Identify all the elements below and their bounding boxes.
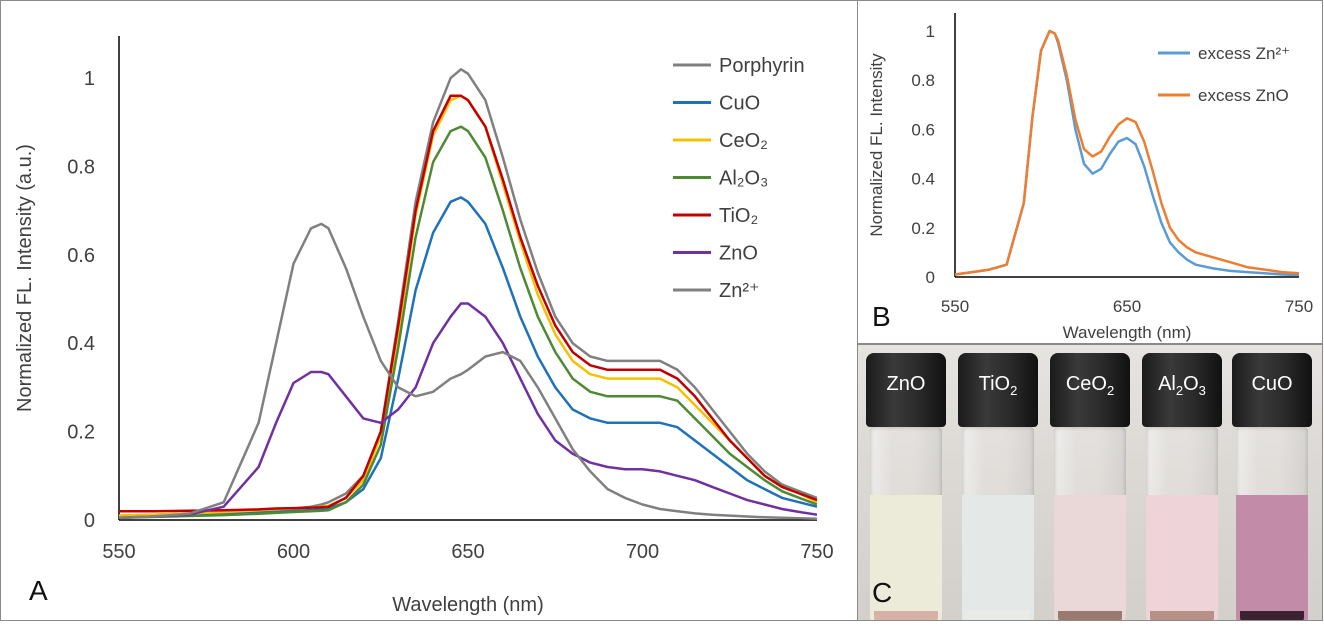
chart-a-legend-label-1: CuO [719, 93, 760, 115]
chart-b-y-tick-label: 0.2 [911, 219, 935, 238]
vial-cap: CeO2 [1050, 353, 1130, 427]
vial-liquid [870, 495, 942, 620]
vial-sediment [1240, 611, 1304, 620]
vial-cap: Al2O3 [1142, 353, 1222, 427]
vial-liquid [1236, 495, 1308, 620]
chart-b-x-tick-label: 650 [1113, 297, 1141, 316]
chart-a-y-tick-label: 1 [84, 68, 95, 90]
chart-a-series-line-3 [118, 125, 818, 520]
vial-sediment [874, 611, 938, 620]
chart-b-series-line-1 [954, 29, 1300, 276]
chart-a: 550 600 650 700 750 0 0.2 0.4 0.6 0.8 1 Wavelength … [14, 36, 834, 616]
panel-letter-c: C [872, 577, 893, 608]
chart-b-series-line-0 [954, 29, 1300, 277]
chart-b-x-tick-label: 550 [941, 297, 969, 316]
vial-glass [1054, 427, 1126, 620]
vial-label: ZnO [886, 373, 926, 395]
panel-c-photo: ZnO TiO2 CeO2 Al2O3 CuO C [857, 344, 1323, 621]
vial-sediment [966, 611, 1030, 620]
chart-b-y-tick-label: 0.8 [911, 71, 935, 90]
vial-liquid [1054, 495, 1126, 620]
chart-a-series-line-0 [118, 68, 818, 517]
vial-sediment [1058, 611, 1122, 620]
vial-cap: TiO2 [958, 353, 1038, 427]
vial-cap: ZnO [866, 353, 946, 427]
chart-a-series-line-6 [118, 222, 818, 520]
vial-liquid [962, 495, 1034, 620]
vial: TiO2 [956, 353, 1040, 620]
chart-b-y-axis-title: Normalized FL. Intensity [867, 53, 886, 237]
chart-a-y-tick-label: 0.2 [67, 422, 95, 444]
chart-a-legend-label-4: TiO₂ [719, 205, 758, 227]
panel-b: 550 650 750 0 0.2 0.4 0.6 0.8 1 Wavelength (nm) No… [857, 0, 1323, 344]
panel-a: 550 600 650 700 750 0 0.2 0.4 0.6 0.8 1 Wavelength … [0, 0, 858, 621]
chart-a-legend-label-3: Al₂O₃ [719, 168, 768, 190]
chart-b-y-tick-label: 0 [926, 268, 935, 287]
panel-letter-b: B [872, 301, 891, 332]
chart-b-y-tick-label: 1 [926, 22, 935, 41]
chart-a-x-tick-label: 650 [451, 541, 484, 563]
vial-cap: CuO [1232, 353, 1312, 427]
chart-b-y-tick-label: 0.4 [911, 170, 935, 189]
panel-letter-a: A [29, 575, 48, 606]
chart-a-y-tick-label: 0 [84, 510, 95, 532]
chart-a-series-line-1 [118, 196, 818, 518]
vial-glass [1146, 427, 1218, 620]
chart-a-x-axis-title: Wavelength (nm) [392, 594, 544, 616]
vial-glass [962, 427, 1034, 620]
chart-a-legend-label-2: CeO₂ [719, 130, 768, 152]
vial: Al2O3 [1140, 353, 1224, 620]
chart-a-series-line-5 [118, 302, 818, 520]
chart-a-y-tick-label: 0.4 [67, 333, 95, 355]
chart-a-y-tick-label: 0.6 [67, 245, 95, 267]
vial-glass [1236, 427, 1308, 620]
vial-label: Al2O3 [1158, 373, 1206, 398]
vial: CeO2 [1048, 353, 1132, 620]
vial: ZnO [864, 353, 948, 620]
chart-b: 550 650 750 0 0.2 0.4 0.6 0.8 1 Wavelength (nm) No… [867, 13, 1313, 342]
chart-a-legend-label-6: Zn²⁺ [719, 280, 760, 302]
chart-a-x-tick-label: 750 [800, 541, 833, 563]
vial-liquid [1146, 495, 1218, 620]
chart-b-y-tick-label: 0.6 [911, 120, 935, 139]
chart-a-y-axis-title: Normalized FL. Intensity (a.u.) [14, 144, 36, 412]
chart-b-x-axis-title: Wavelength (nm) [1063, 323, 1192, 342]
chart-a-x-tick-label: 550 [102, 541, 135, 563]
vial: CuO [1230, 353, 1314, 620]
chart-b-legend-label-0: excess Zn²⁺ [1198, 44, 1290, 63]
vial-label: TiO2 [978, 373, 1018, 398]
chart-b-x-tick-label: 750 [1285, 297, 1313, 316]
chart-a-legend-label-5: ZnO [719, 243, 758, 265]
vial-glass [870, 427, 942, 620]
chart-a-legend-label-0: Porphyrin [719, 55, 805, 77]
vial-label: CeO2 [1065, 373, 1115, 398]
chart-a-series-line-4 [119, 94, 818, 513]
vial-label: CuO [1251, 373, 1293, 395]
vial-sediment [1150, 611, 1214, 620]
chart-b-legend-label-1: excess ZnO [1198, 86, 1289, 105]
chart-a-x-tick-label: 700 [626, 541, 659, 563]
chart-a-y-tick-label: 0.8 [67, 156, 95, 178]
chart-a-x-tick-label: 600 [277, 541, 310, 563]
